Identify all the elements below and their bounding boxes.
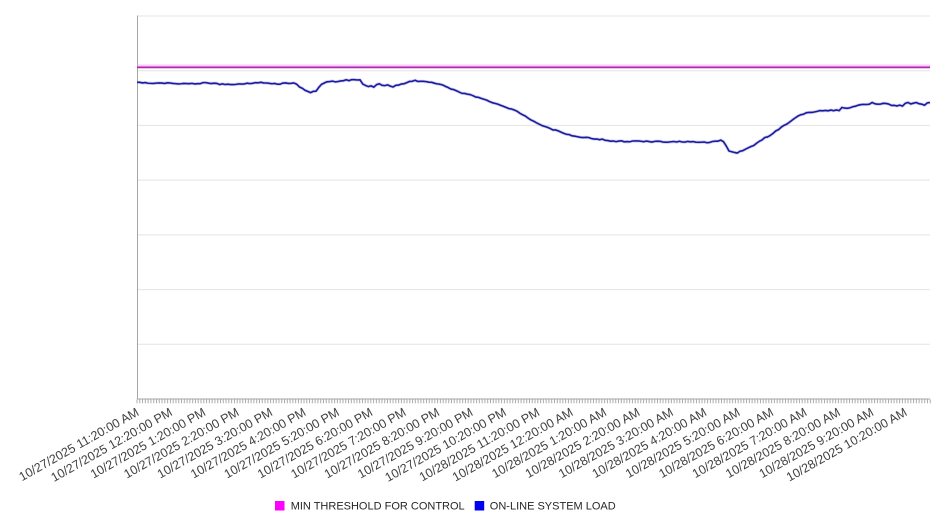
svg-text:MIN THRESHOLD FOR CONTROL: MIN THRESHOLD FOR CONTROL: [291, 501, 465, 513]
svg-text:ON-LINE SYSTEM LOAD: ON-LINE SYSTEM LOAD: [490, 501, 616, 513]
